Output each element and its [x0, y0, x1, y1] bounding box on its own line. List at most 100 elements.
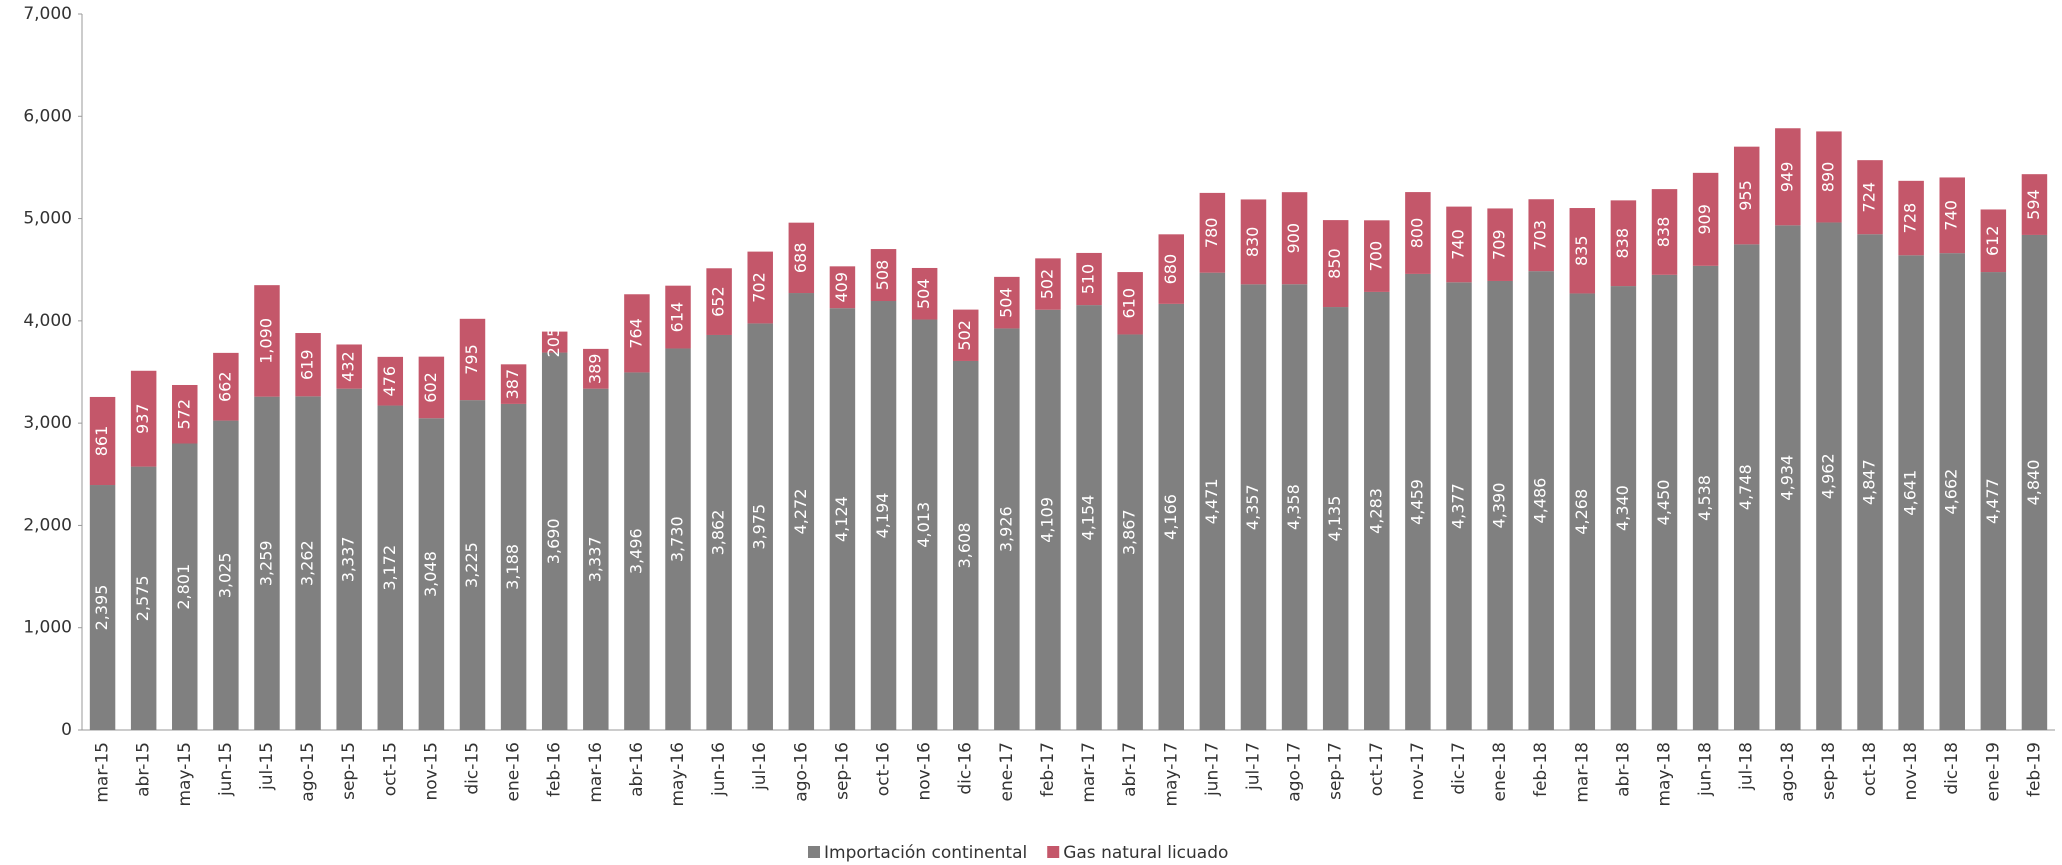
- bar-segment: [624, 294, 650, 373]
- data-label: 4,166: [1161, 494, 1180, 540]
- x-tick-label: ago-16: [791, 742, 811, 802]
- x-tick-label: jul-16: [750, 742, 770, 791]
- x-tick-label: may-17: [1161, 742, 1181, 807]
- x-tick-label: ene-17: [997, 742, 1017, 801]
- data-label: 594: [2024, 189, 2043, 220]
- x-tick-label: ene-18: [1490, 742, 1510, 801]
- bar-segment: [1117, 272, 1143, 335]
- data-label: 861: [92, 426, 111, 457]
- x-tick-label: jun-18: [1696, 742, 1716, 797]
- bar-segment: [1158, 303, 1185, 730]
- data-label: 602: [421, 372, 440, 403]
- data-label: 3,225: [462, 542, 481, 588]
- y-tick-label: 6,000: [23, 106, 72, 126]
- x-tick-label: oct-16: [874, 742, 894, 796]
- data-label: 900: [1284, 223, 1303, 254]
- data-label: 4,377: [1448, 483, 1467, 529]
- x-tick-label: may-16: [668, 742, 688, 807]
- x-tick-label: nov-16: [915, 742, 935, 801]
- y-tick-label: 0: [61, 720, 72, 740]
- legend-label: Importación continental: [824, 843, 1027, 863]
- bar-segment: [1569, 208, 1596, 294]
- bar-segment: [459, 400, 486, 730]
- bar-segment: [1117, 334, 1143, 730]
- legend-swatch: [808, 846, 820, 858]
- x-tick-label: abr-16: [627, 742, 647, 797]
- x-tick-label: mar-16: [586, 742, 606, 803]
- y-tick-label: 1,000: [23, 618, 72, 638]
- x-tick-label: jun-16: [709, 742, 729, 797]
- bar-segment: [2021, 234, 2048, 731]
- data-label: 4,283: [1366, 488, 1385, 534]
- data-label: 4,450: [1654, 480, 1673, 526]
- bar-segment: [952, 309, 979, 361]
- data-label: 572: [174, 399, 193, 430]
- bar-segment: [295, 396, 321, 730]
- data-label: 4,847: [1860, 459, 1879, 505]
- bar-segment: [870, 249, 897, 302]
- data-label: 3,867: [1120, 509, 1139, 555]
- data-label: 3,259: [256, 540, 275, 586]
- bar-segment: [1364, 291, 1390, 730]
- data-label: 890: [1818, 162, 1837, 193]
- data-label: 389: [585, 354, 604, 385]
- bar-segment: [336, 344, 362, 389]
- data-label: 4,268: [1572, 489, 1591, 535]
- data-label: 662: [215, 371, 234, 402]
- bar-segment: [1240, 199, 1267, 285]
- bar-segment: [706, 268, 732, 335]
- data-label: 4,962: [1818, 453, 1837, 499]
- data-label: 652: [709, 286, 728, 317]
- data-label: 780: [1202, 218, 1221, 249]
- data-label: 4,641: [1901, 470, 1920, 516]
- bar-segment: [1281, 192, 1308, 285]
- bar-segment: [1076, 252, 1102, 306]
- x-tick-label: abr-17: [1120, 742, 1140, 797]
- bar-segment: [130, 370, 157, 467]
- y-tick-label: 2,000: [23, 515, 72, 535]
- y-tick-label: 5,000: [23, 209, 72, 229]
- bar-segment: [1898, 180, 1924, 256]
- data-label: 4,357: [1243, 484, 1262, 530]
- x-tick-label: nov-15: [421, 742, 441, 801]
- bar-segment: [1610, 200, 1637, 287]
- bar-segment: [254, 285, 280, 397]
- bar-segment: [1240, 284, 1267, 730]
- data-label: 409: [832, 272, 851, 303]
- x-tick-label: dic-18: [1942, 742, 1962, 795]
- bar-segment: [172, 443, 198, 730]
- x-tick-label: nov-18: [1901, 742, 1921, 801]
- bar-segment: [1980, 272, 2007, 730]
- x-tick-label: abr-15: [134, 742, 154, 797]
- bar-segment: [1651, 274, 1678, 730]
- data-label: 3,690: [544, 518, 563, 564]
- data-label: 4,934: [1777, 455, 1796, 501]
- bar-segment: [89, 485, 116, 730]
- bar-segment: [911, 267, 938, 320]
- data-label: 795: [462, 344, 481, 375]
- data-label: 4,477: [1983, 478, 2002, 524]
- data-label: 3,926: [996, 506, 1015, 552]
- bar-segment: [1692, 265, 1719, 730]
- bar-segment: [747, 251, 773, 324]
- data-label: 2,575: [133, 575, 152, 621]
- bar-segment: [952, 360, 979, 730]
- bar-segment: [1487, 208, 1513, 281]
- bar-segment: [295, 333, 321, 397]
- bar-segment: [706, 334, 732, 730]
- data-label: 740: [1942, 200, 1961, 231]
- bar-segment: [829, 308, 856, 730]
- x-tick-label: sep-17: [1326, 742, 1346, 800]
- bar-segment: [418, 356, 445, 419]
- data-label: 724: [1860, 182, 1879, 213]
- x-tick-label: jul-15: [257, 742, 277, 791]
- data-label: 4,748: [1736, 464, 1755, 510]
- data-label: 688: [791, 243, 810, 274]
- bar-segment: [994, 328, 1020, 730]
- data-label: 709: [1490, 229, 1509, 260]
- x-tick-label: nov-17: [1408, 742, 1428, 801]
- data-label: 3,496: [626, 528, 645, 574]
- x-tick-label: sep-16: [832, 742, 852, 800]
- bar-segment: [994, 276, 1020, 329]
